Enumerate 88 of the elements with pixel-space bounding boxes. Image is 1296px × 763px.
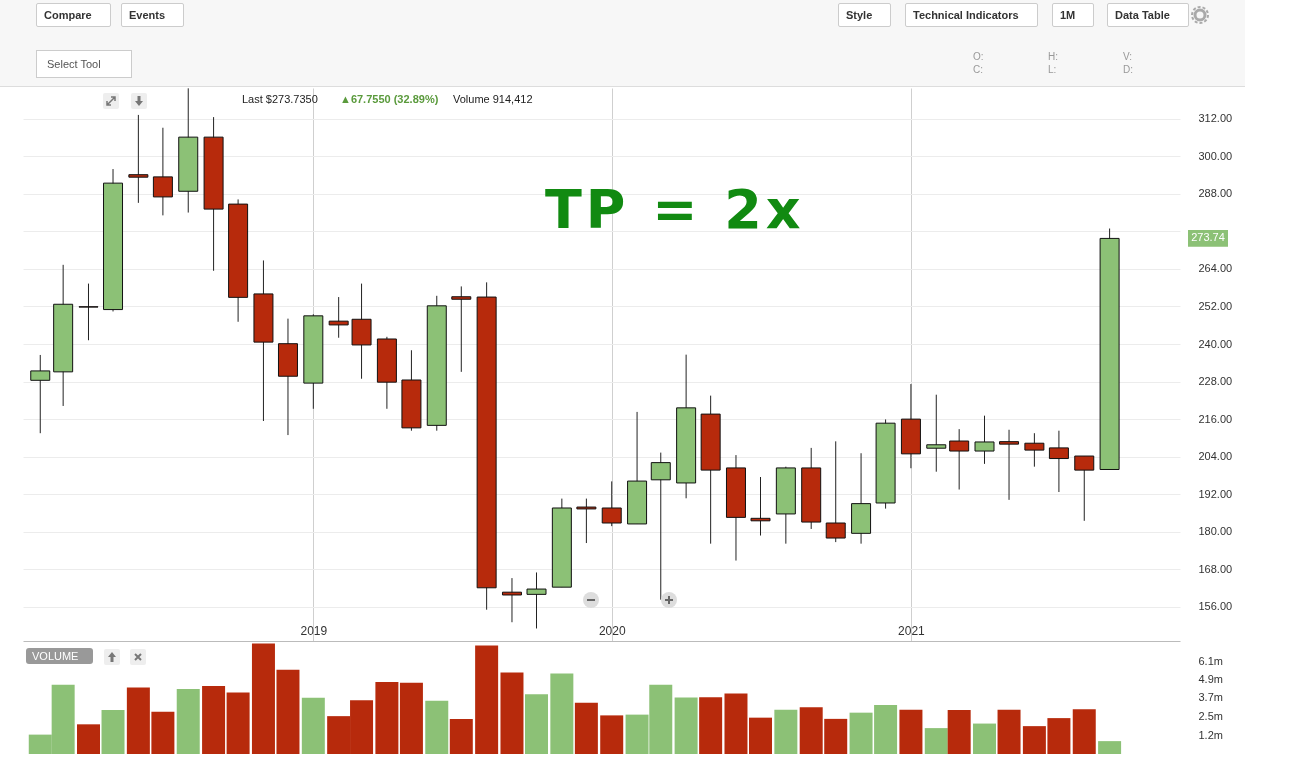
- text: V:: [1123, 51, 1133, 62]
- text: H:: [1048, 51, 1058, 62]
- candlestick: [750, 476, 771, 537]
- text: C:: [973, 64, 983, 75]
- candlestick: [650, 452, 671, 601]
- bar: [574, 702, 598, 754]
- bar: [924, 728, 948, 754]
- text: Select Tool: [36, 50, 132, 78]
- candlestick: [1048, 430, 1069, 493]
- candlestick: [949, 428, 970, 491]
- text: Data Table: [1107, 3, 1189, 27]
- text: 273.74: [1191, 231, 1225, 244]
- y-tick-label: 312.00: [1198, 112, 1233, 125]
- bar: [600, 715, 624, 754]
- bar: [226, 692, 250, 754]
- y-tick-label: 216.00: [1198, 412, 1233, 425]
- bar: [77, 724, 100, 754]
- y-tick-label: 252.00: [1198, 299, 1233, 312]
- bar: [550, 673, 574, 754]
- bar: [973, 723, 997, 754]
- bar: [724, 693, 748, 754]
- candlestick: [526, 571, 547, 629]
- bar: [425, 700, 449, 754]
- candlestick: [152, 127, 173, 216]
- annotation: ▲67.7550 (32.89%): [340, 93, 439, 105]
- candlestick: [825, 440, 846, 543]
- y-tick-label: 180.00: [1198, 525, 1233, 538]
- y-tick-label: 228.00: [1198, 375, 1233, 388]
- bar: [749, 717, 773, 754]
- x-tick-label: 2020: [598, 623, 626, 638]
- bar: [899, 709, 923, 754]
- y-tick-label: 300.00: [1198, 149, 1233, 162]
- candlestick: [328, 296, 349, 339]
- candlestick: [974, 415, 995, 465]
- text: D:: [1123, 64, 1133, 75]
- x-tick-label: 2019: [300, 623, 328, 638]
- y-tick-label: 288.00: [1198, 187, 1233, 200]
- bar: [674, 697, 698, 754]
- candlestick: [30, 354, 51, 434]
- text: L:: [1048, 64, 1057, 75]
- bar: [525, 694, 549, 754]
- bar: [1098, 741, 1122, 754]
- y-tick-label: 192.00: [1198, 487, 1233, 500]
- candlestick: [128, 114, 149, 204]
- annotation: TP = 2x: [545, 178, 805, 241]
- y-tick-label: 3.7m: [1198, 691, 1223, 704]
- x-tick-label: 2021: [898, 623, 926, 638]
- candlestick: [999, 429, 1020, 501]
- bar: [475, 645, 499, 754]
- candlestick: [1074, 455, 1095, 522]
- bar: [375, 681, 399, 754]
- text: Style: [838, 3, 892, 27]
- bar: [301, 697, 325, 754]
- bar: [176, 688, 200, 754]
- bar: [202, 686, 226, 754]
- candlestick: [501, 577, 522, 623]
- candlestick: [78, 283, 99, 341]
- bar: [1072, 709, 1096, 754]
- y-tick-label: 204.00: [1198, 450, 1233, 463]
- text: VOLUME: [26, 648, 93, 664]
- bar: [399, 682, 423, 754]
- bar: [774, 709, 798, 754]
- y-tick-label: 6.1m: [1198, 655, 1223, 668]
- y-tick-label: 2.5m: [1198, 709, 1223, 722]
- y-tick-label: 156.00: [1198, 600, 1233, 613]
- candlestick: [1024, 432, 1045, 468]
- candlestick: [601, 480, 622, 527]
- y-tick-label: 168.00: [1198, 562, 1233, 575]
- text: Compare: [36, 3, 111, 27]
- y-tick-label: 4.9m: [1198, 673, 1223, 686]
- text: Events: [121, 3, 185, 27]
- bar: [500, 672, 524, 754]
- text: 1M: [1052, 3, 1095, 27]
- y-tick-label: 264.00: [1198, 262, 1233, 275]
- annotation: Volume 914,412: [453, 93, 533, 105]
- y-tick-label: 240.00: [1198, 337, 1233, 350]
- bar: [449, 719, 473, 754]
- text: O:: [973, 51, 984, 62]
- text: Technical Indicators: [905, 3, 1038, 27]
- annotation: Last $273.7350: [242, 93, 318, 105]
- y-tick-label: 1.2m: [1198, 729, 1223, 742]
- candlestick: [576, 498, 597, 544]
- bar: [699, 697, 723, 754]
- bar: [947, 710, 971, 754]
- candlestick: [926, 394, 947, 473]
- bar: [101, 710, 125, 754]
- bar: [997, 709, 1021, 754]
- candlestick: [451, 285, 472, 373]
